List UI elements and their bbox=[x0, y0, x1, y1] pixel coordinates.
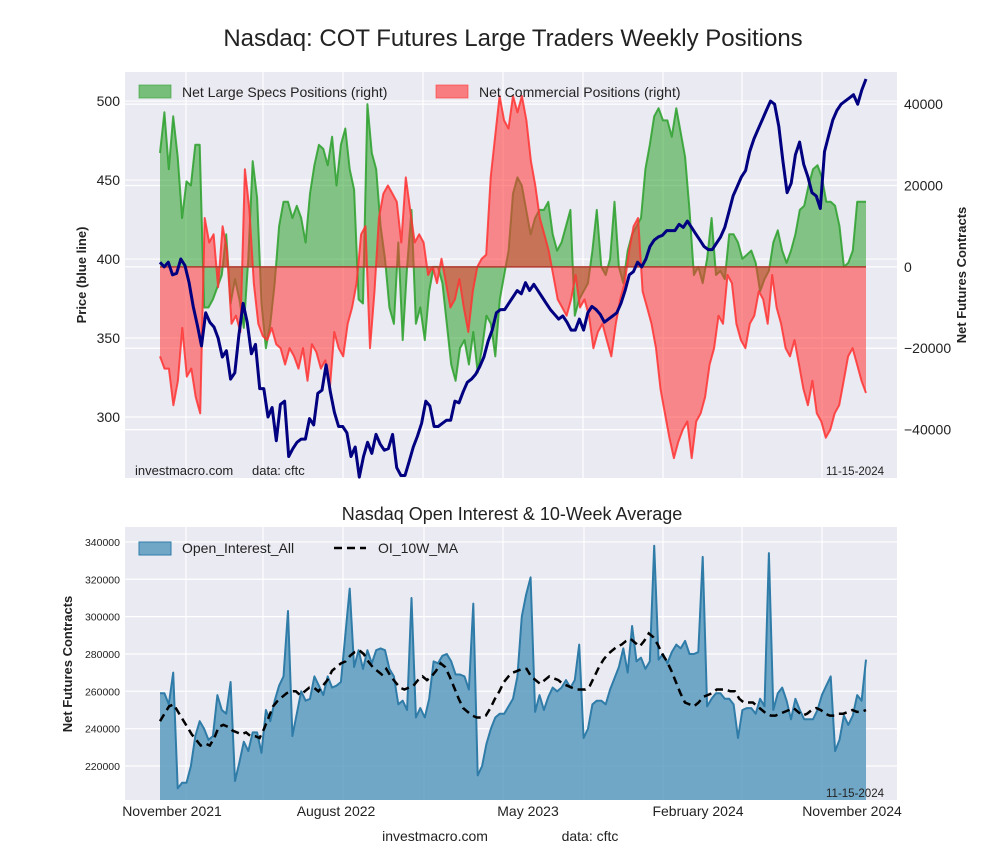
legend-label-commercial: Net Commercial Positions (right) bbox=[479, 84, 681, 100]
bottom-x-tick-label: November 2024 bbox=[802, 803, 902, 819]
bottom-y-tick-label: 320000 bbox=[85, 574, 120, 586]
bottom-y-tick-label: 340000 bbox=[85, 537, 120, 549]
oi-area bbox=[160, 545, 866, 800]
figure-title: Nasdaq: COT Futures Large Traders Weekly… bbox=[223, 25, 802, 52]
top-source: data: cftc bbox=[252, 463, 305, 478]
right-tick-label: −40000 bbox=[904, 422, 951, 438]
legend-swatch-oi bbox=[138, 541, 172, 556]
ma-line bbox=[158, 631, 867, 748]
bottom-ma bbox=[158, 631, 867, 748]
left-tick-label: 500 bbox=[97, 93, 121, 109]
bottom-y-tick-label: 280000 bbox=[85, 649, 120, 661]
top-legend: Net Large Specs Positions (right) Net Co… bbox=[138, 84, 681, 100]
bottom-title: Nasdaq Open Interest & 10-Week Average bbox=[342, 504, 683, 524]
legend-label-oi: Open_Interest_All bbox=[182, 540, 294, 556]
top-right-ticks: −40000 −20000 0 20000 40000 bbox=[904, 96, 951, 437]
bottom-y-tick-label: 240000 bbox=[85, 724, 120, 736]
bottom-panel: Nasdaq Open Interest & 10-Week Average 2… bbox=[60, 504, 902, 844]
left-tick-label: 450 bbox=[97, 172, 121, 188]
bottom-legend: Open_Interest_All OI_10W_MA bbox=[138, 540, 459, 556]
top-date: 11-15-2024 bbox=[826, 466, 885, 478]
bottom-y-ticks: 220000 240000 260000 280000 300000 320000 3400… bbox=[85, 537, 120, 773]
bottom-x-tick-label: May 2023 bbox=[497, 803, 559, 819]
top-left-ticks: 300 350 400 450 500 bbox=[97, 93, 121, 425]
left-tick-label: 350 bbox=[97, 330, 121, 346]
bottom-area bbox=[160, 544, 867, 800]
legend-label-ma: OI_10W_MA bbox=[378, 540, 459, 556]
right-tick-label: 40000 bbox=[904, 96, 943, 112]
top-right-axis-label: Net Futures Contracts bbox=[954, 207, 969, 344]
top-credit: investmacro.com bbox=[135, 463, 233, 478]
legend-swatch-commercial bbox=[435, 84, 469, 99]
commercial-area bbox=[160, 96, 866, 459]
bottom-y-axis-label: Net Futures Contracts bbox=[60, 596, 75, 733]
bottom-y-tick-label: 220000 bbox=[85, 761, 120, 773]
top-areas bbox=[159, 95, 867, 460]
right-tick-label: 20000 bbox=[904, 178, 943, 194]
left-tick-label: 400 bbox=[97, 251, 121, 267]
oi-line bbox=[160, 544, 867, 790]
right-tick-label: 0 bbox=[904, 259, 912, 275]
bottom-x-tick-label: August 2022 bbox=[297, 803, 376, 819]
left-tick-label: 300 bbox=[97, 409, 121, 425]
right-tick-label: −20000 bbox=[904, 340, 951, 356]
bottom-x-tick-label: February 2024 bbox=[652, 803, 743, 819]
legend-label-specs: Net Large Specs Positions (right) bbox=[182, 84, 387, 100]
top-price bbox=[158, 78, 868, 479]
commercial-line bbox=[159, 95, 867, 460]
bottom-y-tick-label: 260000 bbox=[85, 686, 120, 698]
top-left-axis-label: Price (blue line) bbox=[74, 227, 89, 324]
bottom-x-ticks: November 2021 August 2022 May 2023 February… bbox=[122, 803, 902, 819]
bottom-y-tick-label: 300000 bbox=[85, 612, 120, 624]
bottom-source: data: cftc bbox=[562, 828, 619, 844]
price-line bbox=[158, 78, 868, 479]
bottom-credit: investmacro.com bbox=[382, 828, 488, 844]
bottom-x-tick-label: November 2021 bbox=[122, 803, 222, 819]
legend-swatch-specs bbox=[138, 84, 172, 99]
bottom-date: 11-15-2024 bbox=[826, 788, 885, 800]
